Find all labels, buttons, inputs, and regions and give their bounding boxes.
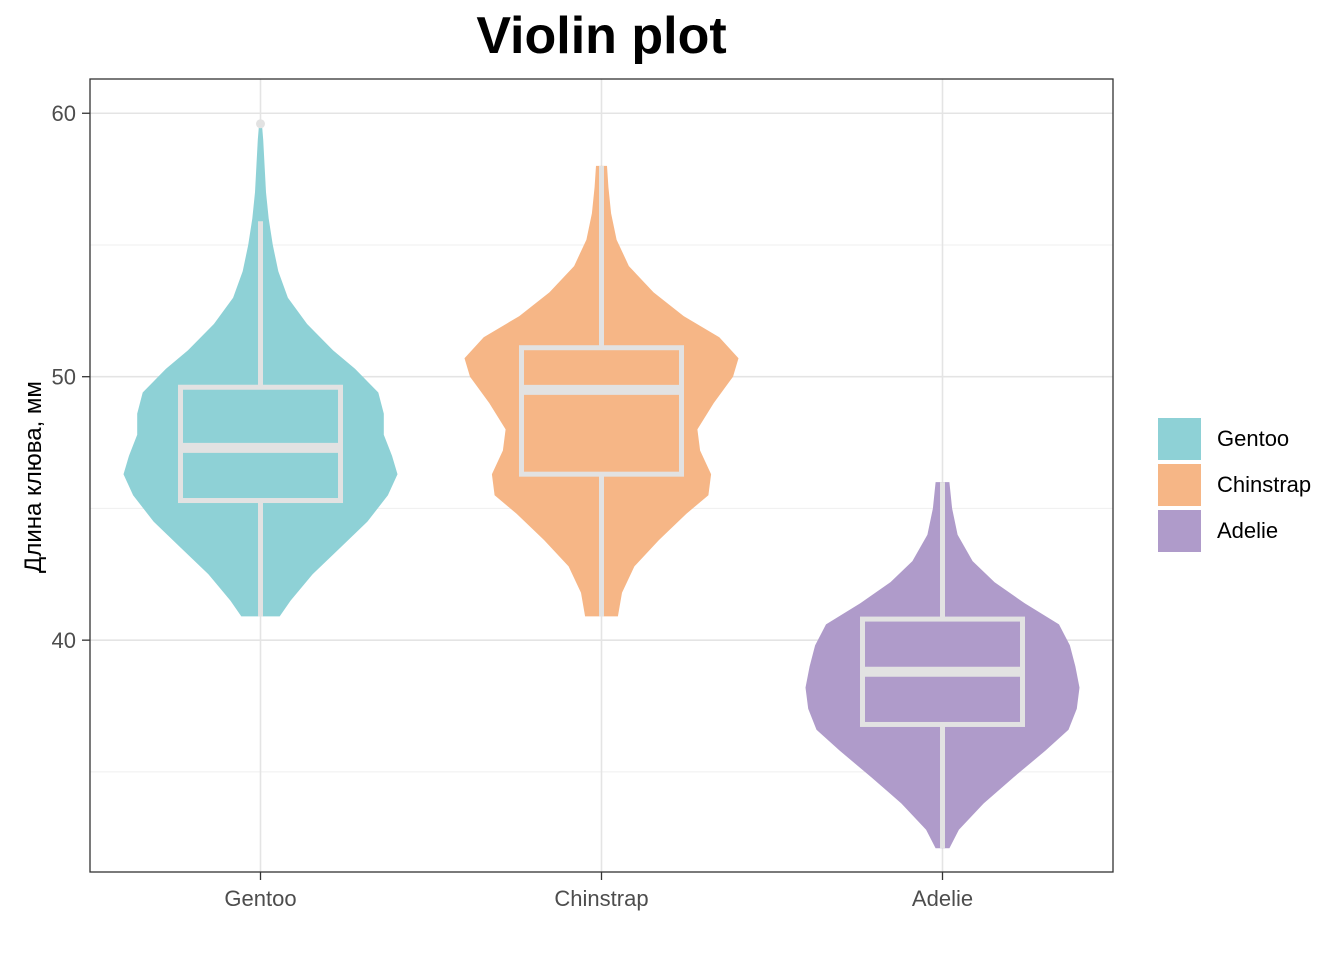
legend-swatch-chinstrap bbox=[1158, 464, 1201, 506]
x-tick-label-chinstrap: Chinstrap bbox=[554, 886, 648, 911]
legend-label-adelie: Adelie bbox=[1217, 518, 1279, 543]
y-tick-label-40: 40 bbox=[52, 628, 76, 653]
outlier-gentoo-0 bbox=[256, 119, 265, 129]
violin-adelie bbox=[805, 482, 1080, 849]
x-tick-label-adelie: Adelie bbox=[912, 886, 973, 911]
box-layer bbox=[178, 119, 1025, 849]
chart-title: Violin plot bbox=[476, 7, 727, 65]
legend-swatch-gentoo bbox=[1158, 418, 1201, 460]
x-tick-label-gentoo: Gentoo bbox=[224, 886, 296, 911]
y-tick-label-60: 60 bbox=[52, 101, 76, 126]
legend-label-chinstrap: Chinstrap bbox=[1217, 472, 1312, 497]
y-axis-label: Длина клюва, мм bbox=[20, 381, 47, 573]
legend-item-adelie: Adelie bbox=[1158, 508, 1311, 554]
legend-item-chinstrap: Chinstrap bbox=[1158, 462, 1311, 508]
axis-layer: 40 50 60 Gentoo Chinstrap Adelie bbox=[52, 101, 974, 911]
legend-swatch-adelie bbox=[1158, 510, 1201, 552]
legend-label-gentoo: Gentoo bbox=[1217, 426, 1290, 451]
legend: Gentoo Chinstrap Adelie bbox=[1158, 416, 1311, 554]
y-tick-label-50: 50 bbox=[52, 365, 76, 390]
legend-item-gentoo: Gentoo bbox=[1158, 416, 1311, 462]
box-chinstrap bbox=[519, 345, 684, 477]
